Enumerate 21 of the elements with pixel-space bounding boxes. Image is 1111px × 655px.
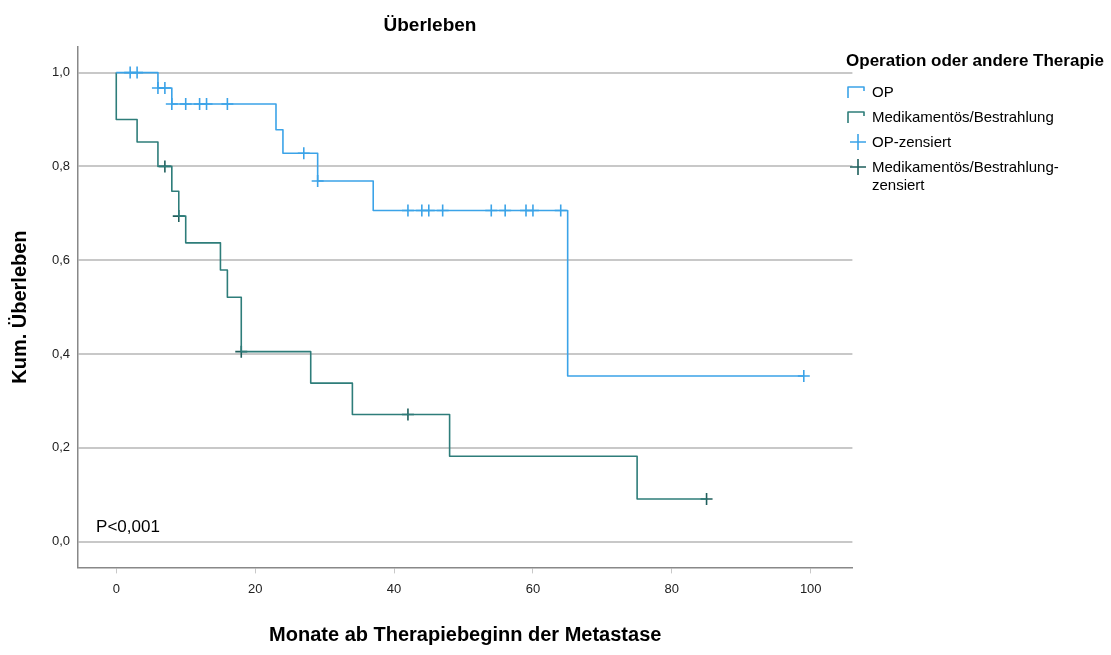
- y-tick-label: 0,8: [51, 157, 71, 173]
- y-tick-label: 0,2: [51, 439, 71, 455]
- x-tick-label: 0: [112, 580, 120, 596]
- x-tick-label: 40: [386, 580, 402, 596]
- y-tick-label: 0,4: [51, 345, 71, 361]
- y-tick-label: 0,0: [51, 533, 71, 549]
- x-tick-label: 100: [799, 580, 822, 596]
- legend-label: OP: [872, 82, 894, 101]
- x-tick-label: 60: [525, 580, 541, 596]
- y-tick-label: 1,0: [51, 64, 71, 80]
- y-tick-label: 0,6: [51, 251, 71, 267]
- annotation: P<0,001: [96, 516, 160, 536]
- legend-label: Medikamentös/Bestrahlung-zensiert: [872, 157, 1060, 194]
- legend-label: Medikamentös/Bestrahlung: [872, 107, 1054, 126]
- y-axis-title: Kum. Überleben: [7, 230, 30, 384]
- legend-title: Operation oder andere Therapie: [846, 50, 1104, 71]
- legend-label: OP-zensiert: [872, 132, 952, 151]
- x-tick-label: 20: [247, 580, 263, 596]
- x-tick-label: 80: [664, 580, 680, 596]
- x-axis-title: Monate ab Therapiebeginn der Metastase: [269, 622, 662, 645]
- chart-title: Überleben: [383, 13, 477, 35]
